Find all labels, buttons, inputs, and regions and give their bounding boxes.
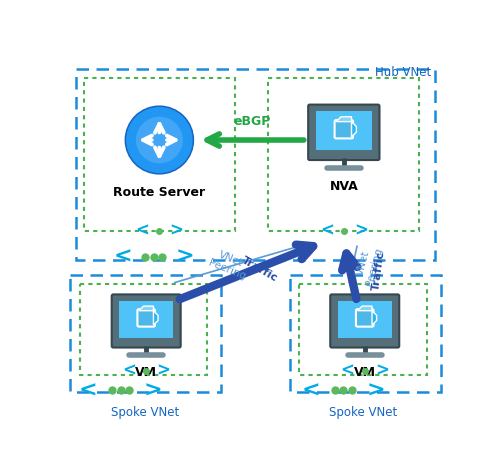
Text: >: > <box>176 247 195 267</box>
Text: >: > <box>156 362 170 380</box>
Polygon shape <box>139 306 154 311</box>
Text: >: > <box>354 222 368 240</box>
FancyBboxPatch shape <box>112 295 180 348</box>
Text: <: < <box>79 380 98 400</box>
Bar <box>119 301 173 338</box>
Text: VM: VM <box>354 366 376 379</box>
Text: eBGP: eBGP <box>234 115 271 129</box>
Bar <box>70 275 222 392</box>
Text: <: < <box>340 362 354 380</box>
Text: VM: VM <box>135 366 157 379</box>
FancyBboxPatch shape <box>334 120 353 138</box>
Bar <box>84 78 235 231</box>
Text: <: < <box>301 380 320 400</box>
Circle shape <box>136 118 182 163</box>
FancyBboxPatch shape <box>308 105 380 160</box>
Text: Spoke VNet: Spoke VNet <box>329 406 398 419</box>
Bar <box>76 69 434 260</box>
Text: Hub VNet: Hub VNet <box>375 66 432 79</box>
FancyBboxPatch shape <box>330 295 399 348</box>
Text: <: < <box>136 222 149 240</box>
Bar <box>299 284 427 375</box>
Polygon shape <box>352 122 356 137</box>
Text: VNet
Peering: VNet Peering <box>207 248 252 282</box>
Text: <: < <box>122 362 136 380</box>
Text: NVA: NVA <box>330 180 358 193</box>
FancyBboxPatch shape <box>138 309 155 327</box>
Text: <: < <box>320 222 334 240</box>
Text: Spoke VNet: Spoke VNet <box>112 406 180 419</box>
Circle shape <box>127 108 192 172</box>
Polygon shape <box>372 311 376 325</box>
Text: >: > <box>170 222 183 240</box>
Text: Traffic: Traffic <box>240 255 280 284</box>
Text: <: < <box>114 247 132 267</box>
Bar <box>338 301 392 338</box>
Text: >: > <box>144 380 163 400</box>
Text: >: > <box>375 362 389 380</box>
Text: Route Server: Route Server <box>114 186 206 199</box>
Text: >: > <box>366 380 385 400</box>
Bar <box>268 78 419 231</box>
Bar <box>80 284 208 375</box>
Bar <box>290 275 440 392</box>
Text: VNet
Peering: VNet Peering <box>353 243 384 287</box>
Polygon shape <box>358 306 372 311</box>
Circle shape <box>126 106 194 174</box>
Bar <box>316 111 372 150</box>
Polygon shape <box>154 311 158 325</box>
Polygon shape <box>336 117 351 122</box>
Text: Traffic: Traffic <box>371 250 386 291</box>
FancyBboxPatch shape <box>356 309 374 327</box>
